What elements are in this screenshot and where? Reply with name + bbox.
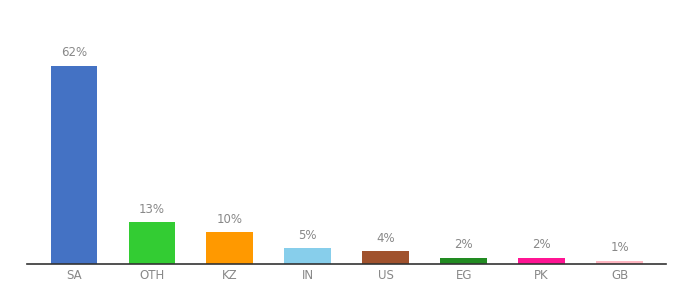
Bar (207, 232, 253, 264)
Text: 13%: 13% (139, 203, 165, 216)
Text: 10%: 10% (217, 213, 243, 226)
Bar (362, 251, 409, 264)
Bar (518, 258, 565, 264)
Bar (596, 261, 643, 264)
Bar (50, 66, 97, 264)
Text: 4%: 4% (377, 232, 395, 245)
Bar (284, 248, 331, 264)
Text: 1%: 1% (611, 242, 629, 254)
Text: 2%: 2% (454, 238, 473, 251)
Bar (129, 222, 175, 264)
Text: 5%: 5% (299, 229, 317, 242)
Bar (441, 258, 487, 264)
Text: 2%: 2% (532, 238, 551, 251)
Text: 62%: 62% (61, 46, 87, 59)
